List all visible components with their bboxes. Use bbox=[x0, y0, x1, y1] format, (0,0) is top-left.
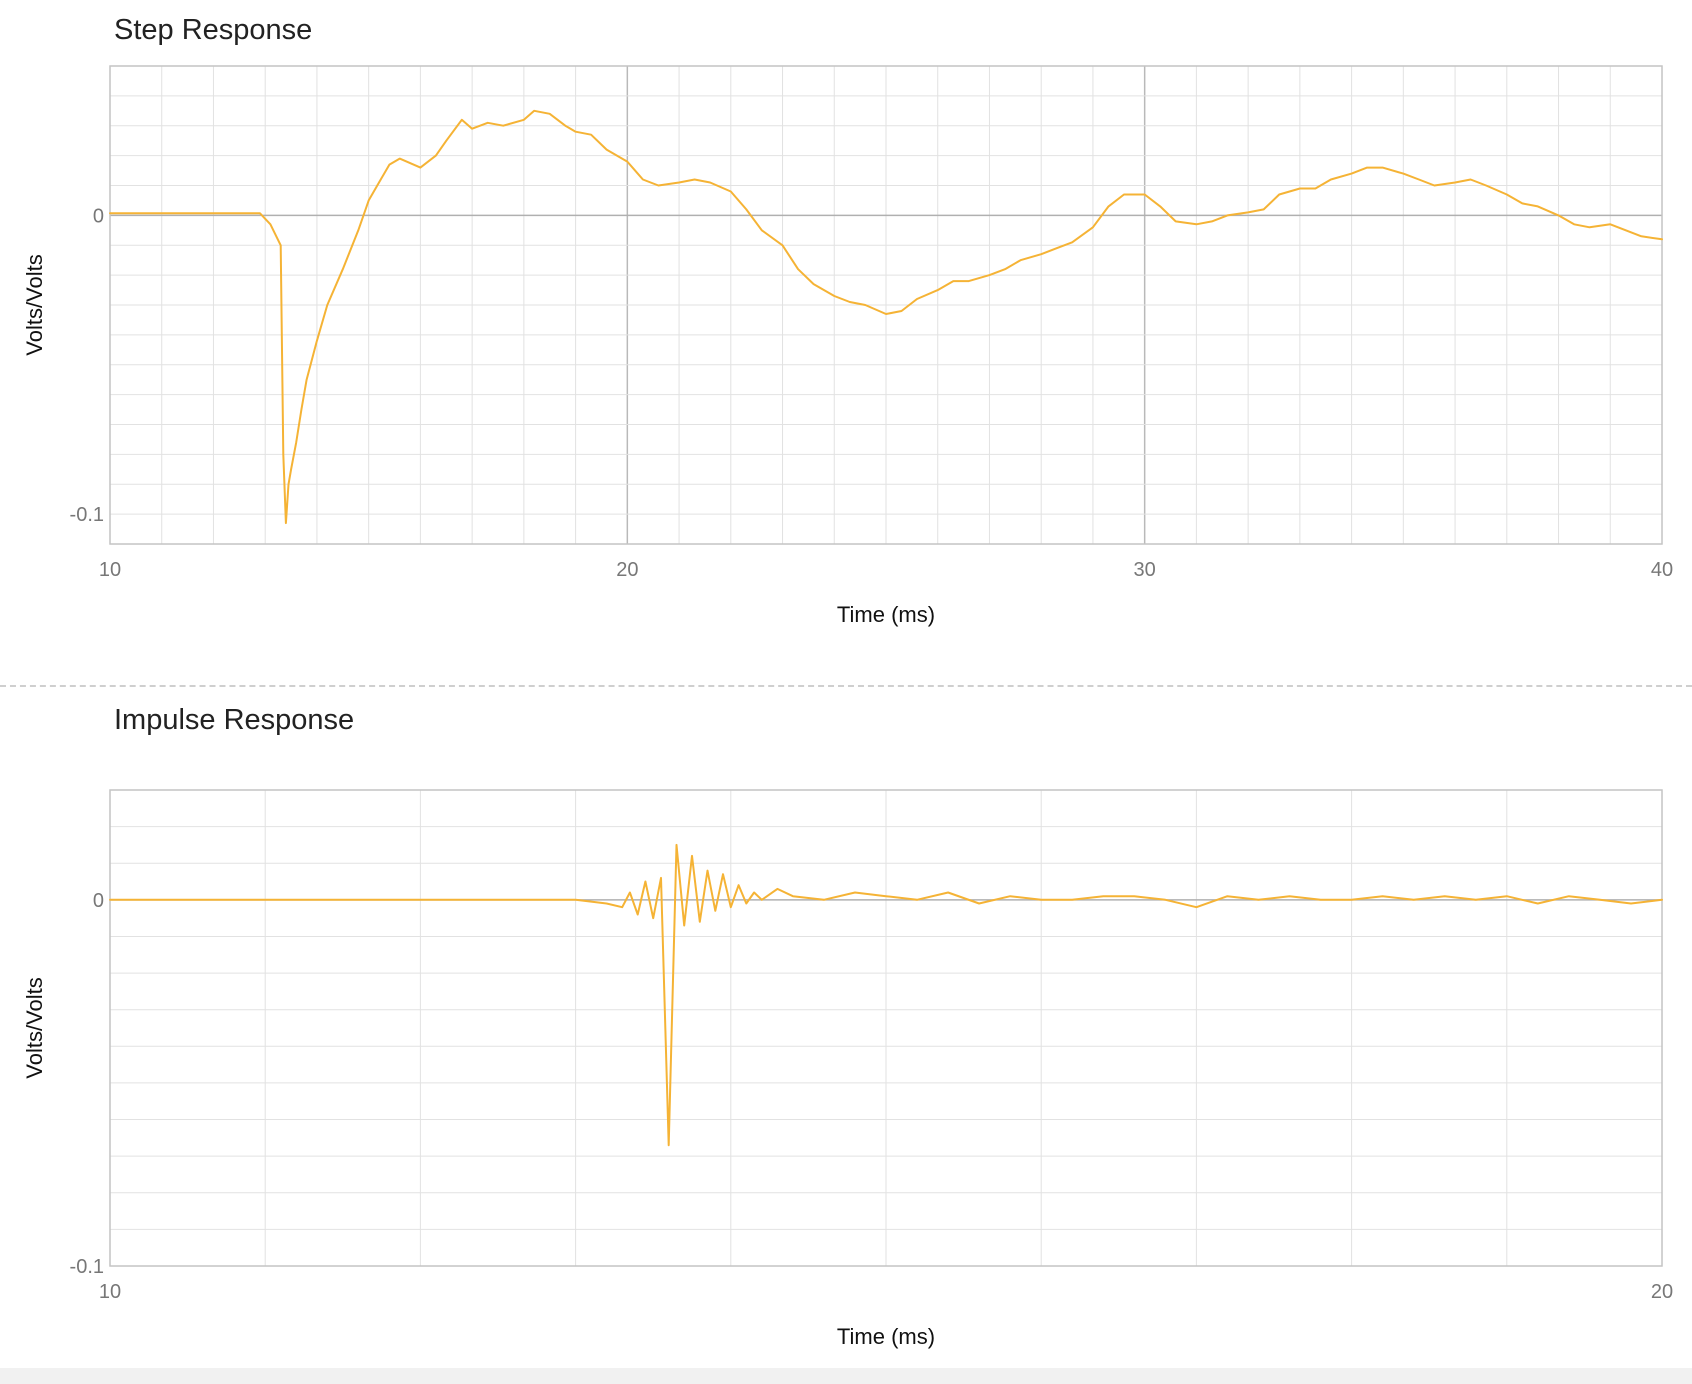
impulse-response-panel: Impulse Response 0 -0.1 10 20 Time (ms) Volts… bbox=[0, 690, 1692, 1384]
x-axis-label: Time (ms) bbox=[837, 602, 935, 627]
x-tick-label: 20 bbox=[1651, 1281, 1673, 1303]
x-tick-label: 30 bbox=[1134, 559, 1156, 581]
y-axis-label: Volts/Volts bbox=[22, 977, 47, 1079]
impulse-response-title: Impulse Response bbox=[114, 704, 355, 736]
x-tick-label: 40 bbox=[1651, 559, 1673, 581]
series-line bbox=[109, 843, 1663, 1147]
panel-divider bbox=[0, 685, 1692, 687]
plot-frame bbox=[109, 789, 1663, 1267]
step-response-title: Step Response bbox=[114, 14, 313, 46]
y-tick-label: 0 bbox=[93, 890, 104, 912]
x-tick-label: 20 bbox=[616, 559, 638, 581]
y-tick-label: 0 bbox=[93, 205, 104, 227]
x-tick-label: 10 bbox=[99, 1281, 121, 1303]
step-response-panel: Step Response 0 -0.1 10 20 30 40 Time (ms) Volt… bbox=[0, 0, 1692, 680]
impulse-response-chart: 0 -0.1 10 20 Time (ms) Volts/Volts bbox=[22, 789, 1673, 1349]
x-axis-label: Time (ms) bbox=[837, 1324, 935, 1349]
plot-frame bbox=[109, 65, 1663, 545]
step-response-chart: 0 -0.1 10 20 30 40 Time (ms) Volts/Volts bbox=[22, 65, 1673, 627]
y-tick-label: -0.1 bbox=[70, 504, 104, 526]
bottom-strip bbox=[0, 1368, 1692, 1384]
x-tick-label: 10 bbox=[99, 559, 121, 581]
series-line bbox=[109, 109, 1663, 525]
y-tick-label: -0.1 bbox=[70, 1256, 104, 1278]
y-axis-label: Volts/Volts bbox=[22, 254, 47, 356]
